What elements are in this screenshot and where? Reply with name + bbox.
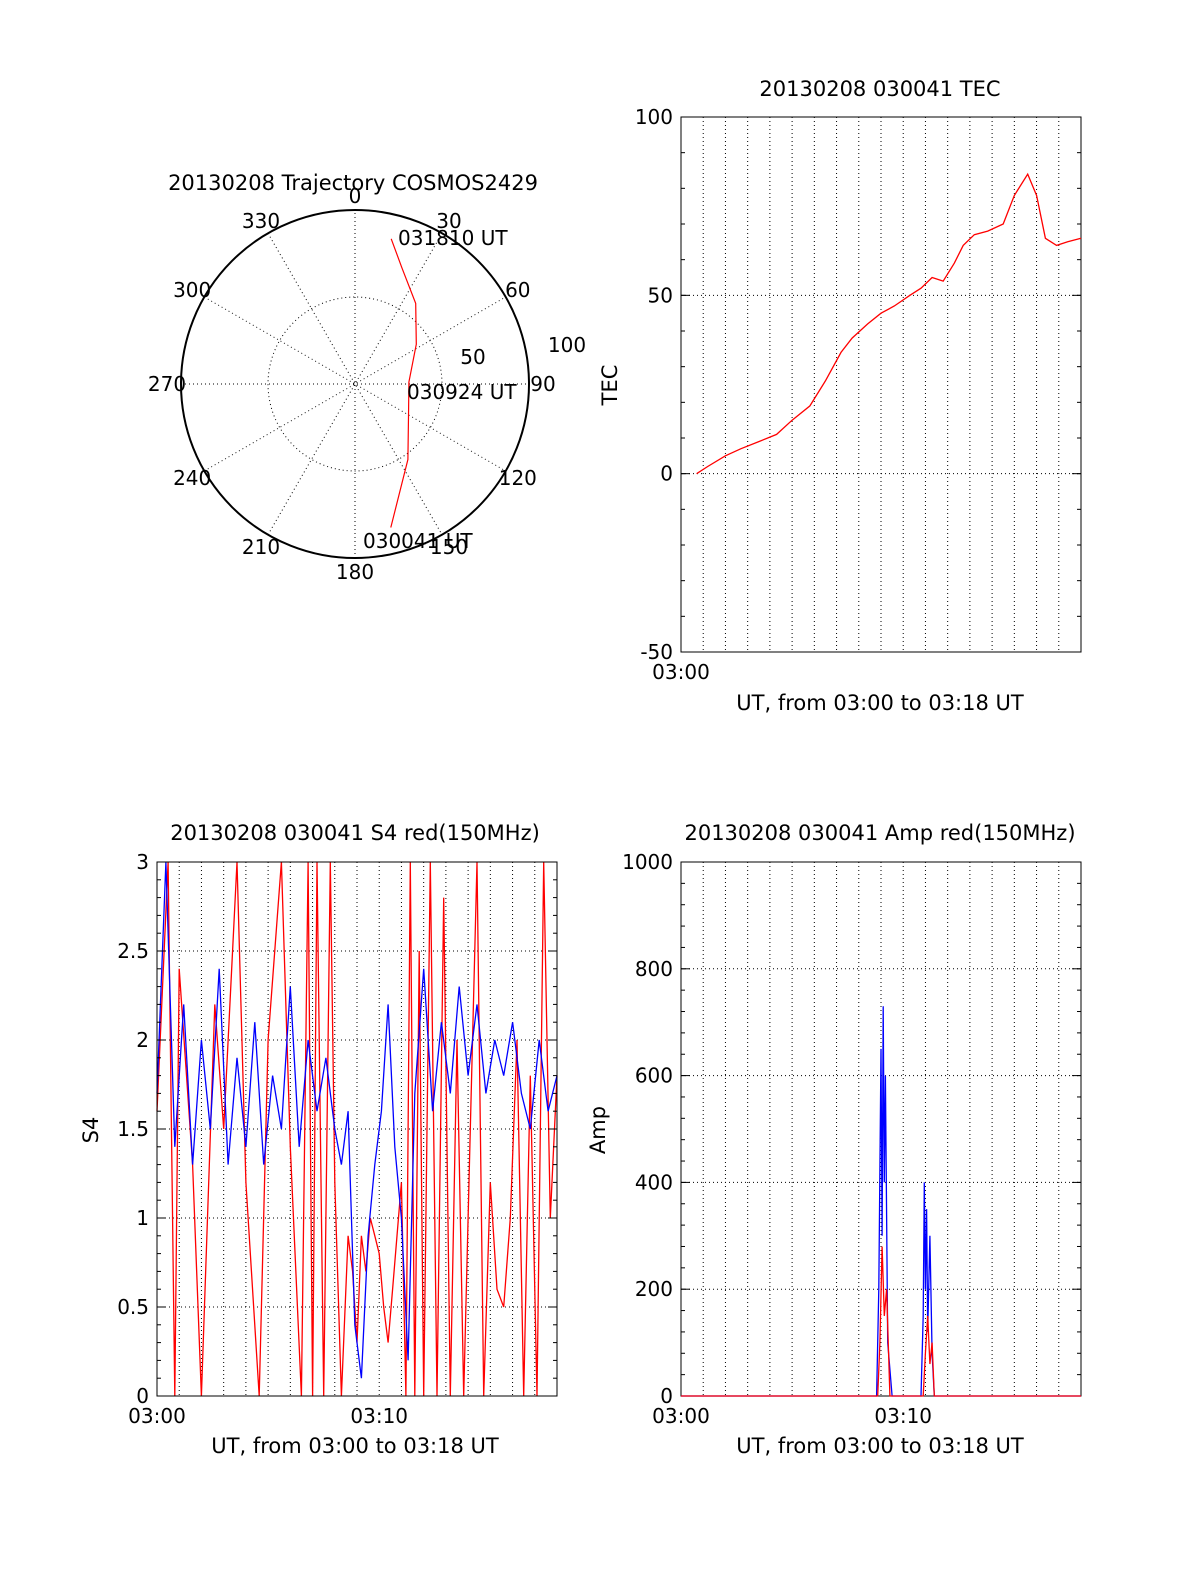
amp-blue-series-line	[681, 1006, 1081, 1397]
tec-ticks: -50 0 50 100 03:00	[635, 105, 1081, 684]
y-tick-label: -50	[640, 640, 673, 664]
polar-azimuth-label: 330	[242, 209, 280, 233]
s4-red-series-line	[156, 861, 558, 1397]
y-tick-label: 200	[635, 1277, 673, 1301]
tec-plot-frame	[680, 116, 1082, 653]
polar-azimuth-label: 30	[436, 209, 461, 233]
polar-azimuth-label: 240	[173, 466, 211, 490]
tec-x-axis-label: UT, from 03:00 to 03:18 UT	[736, 691, 1024, 715]
tec-title: 20130208 030041 TEC	[759, 77, 1000, 101]
amp-plot-frame	[680, 861, 1082, 1397]
y-tick-label: 0.5	[117, 1295, 149, 1319]
polar-azimuth-label: 300	[173, 278, 211, 302]
x-tick-label: 03:00	[128, 1404, 186, 1428]
s4-x-axis-label: UT, from 03:00 to 03:18 UT	[211, 1434, 499, 1458]
polar-azimuth-label: 120	[499, 466, 537, 490]
s4-y-axis-label: S4	[79, 1117, 103, 1144]
amp-x-axis-label: UT, from 03:00 to 03:18 UT	[736, 1434, 1024, 1458]
amp-ticks: 0 200 400 600 800 1000 03:00 03:10	[622, 850, 1081, 1428]
amp-title: 20130208 030041 Amp red(150MHz)	[684, 821, 1075, 845]
trajectory-start-label: 030041 UT	[363, 529, 473, 553]
polar-azimuth-label: 270	[148, 372, 186, 396]
y-tick-label: 800	[635, 957, 673, 981]
polar-azimuth-labels: 0 30 60 90 120 150 180 210 240 270 300 330	[148, 184, 556, 584]
polar-azimuth-label: 60	[505, 278, 530, 302]
y-tick-label: 0	[660, 462, 673, 486]
trajectory-end-label: 031810 UT	[398, 226, 508, 250]
y-tick-label: 0	[660, 1384, 673, 1408]
y-tick-label: 0	[136, 1384, 149, 1408]
polar-azimuth-label: 0	[349, 184, 362, 208]
radial-label-50: 50	[460, 345, 485, 369]
polar-azimuth-label: 90	[530, 372, 555, 396]
trajectory-title: 20130208 Trajectory COSMOS2429	[168, 171, 538, 195]
tec-series-line	[696, 172, 1082, 475]
x-tick-label: 03:00	[652, 660, 710, 684]
y-tick-label: 100	[635, 105, 673, 129]
y-tick-label: 2.5	[117, 939, 149, 963]
y-tick-label: 50	[648, 283, 673, 307]
y-tick-label: 3	[136, 850, 149, 874]
y-tick-label: 1	[136, 1206, 149, 1230]
y-tick-label: 2	[136, 1028, 149, 1052]
tec-y-axis-label: TEC	[598, 365, 622, 407]
tec-grid	[681, 117, 1081, 652]
trajectory-line	[390, 238, 417, 528]
y-tick-label: 1.5	[117, 1117, 149, 1141]
s4-ticks: 0 0.5 1 1.5 2 2.5 3 03:00 03:10	[117, 850, 557, 1428]
x-tick-label: 03:10	[350, 1404, 408, 1428]
amp-y-axis-label: Amp	[586, 1106, 610, 1154]
s4-grid	[157, 862, 557, 1396]
y-tick-label: 1000	[622, 850, 673, 874]
x-tick-label: 03:10	[874, 1404, 932, 1428]
x-tick-label: 03:00	[652, 1404, 710, 1428]
polar-azimuth-label: 210	[242, 535, 280, 559]
amp-panel: 20130208 030041 Amp red(150MHz) 0 200 400 6…	[586, 821, 1082, 1458]
polar-azimuth-label: 150	[430, 535, 468, 559]
y-tick-label: 600	[635, 1064, 673, 1088]
trajectory-panel: 20130208 Trajectory COSMOS2429 0 30 60 90 12…	[148, 171, 586, 584]
trajectory-mid-label: 030924 UT	[407, 380, 517, 404]
s4-blue-series-line	[156, 861, 558, 1379]
y-tick-label: 400	[635, 1170, 673, 1194]
radial-label-100: 100	[548, 333, 586, 357]
s4-panel: 20130208 030041 S4 red(150MHz) 0 0.5 1 1.5 2…	[79, 821, 558, 1458]
tec-panel: 20130208 030041 TEC -50 0 50 100 03:00 TEC U…	[598, 77, 1082, 715]
polar-azimuth-label: 180	[336, 560, 374, 584]
amp-red-series-line	[681, 1246, 1081, 1397]
s4-title: 20130208 030041 S4 red(150MHz)	[170, 821, 540, 845]
